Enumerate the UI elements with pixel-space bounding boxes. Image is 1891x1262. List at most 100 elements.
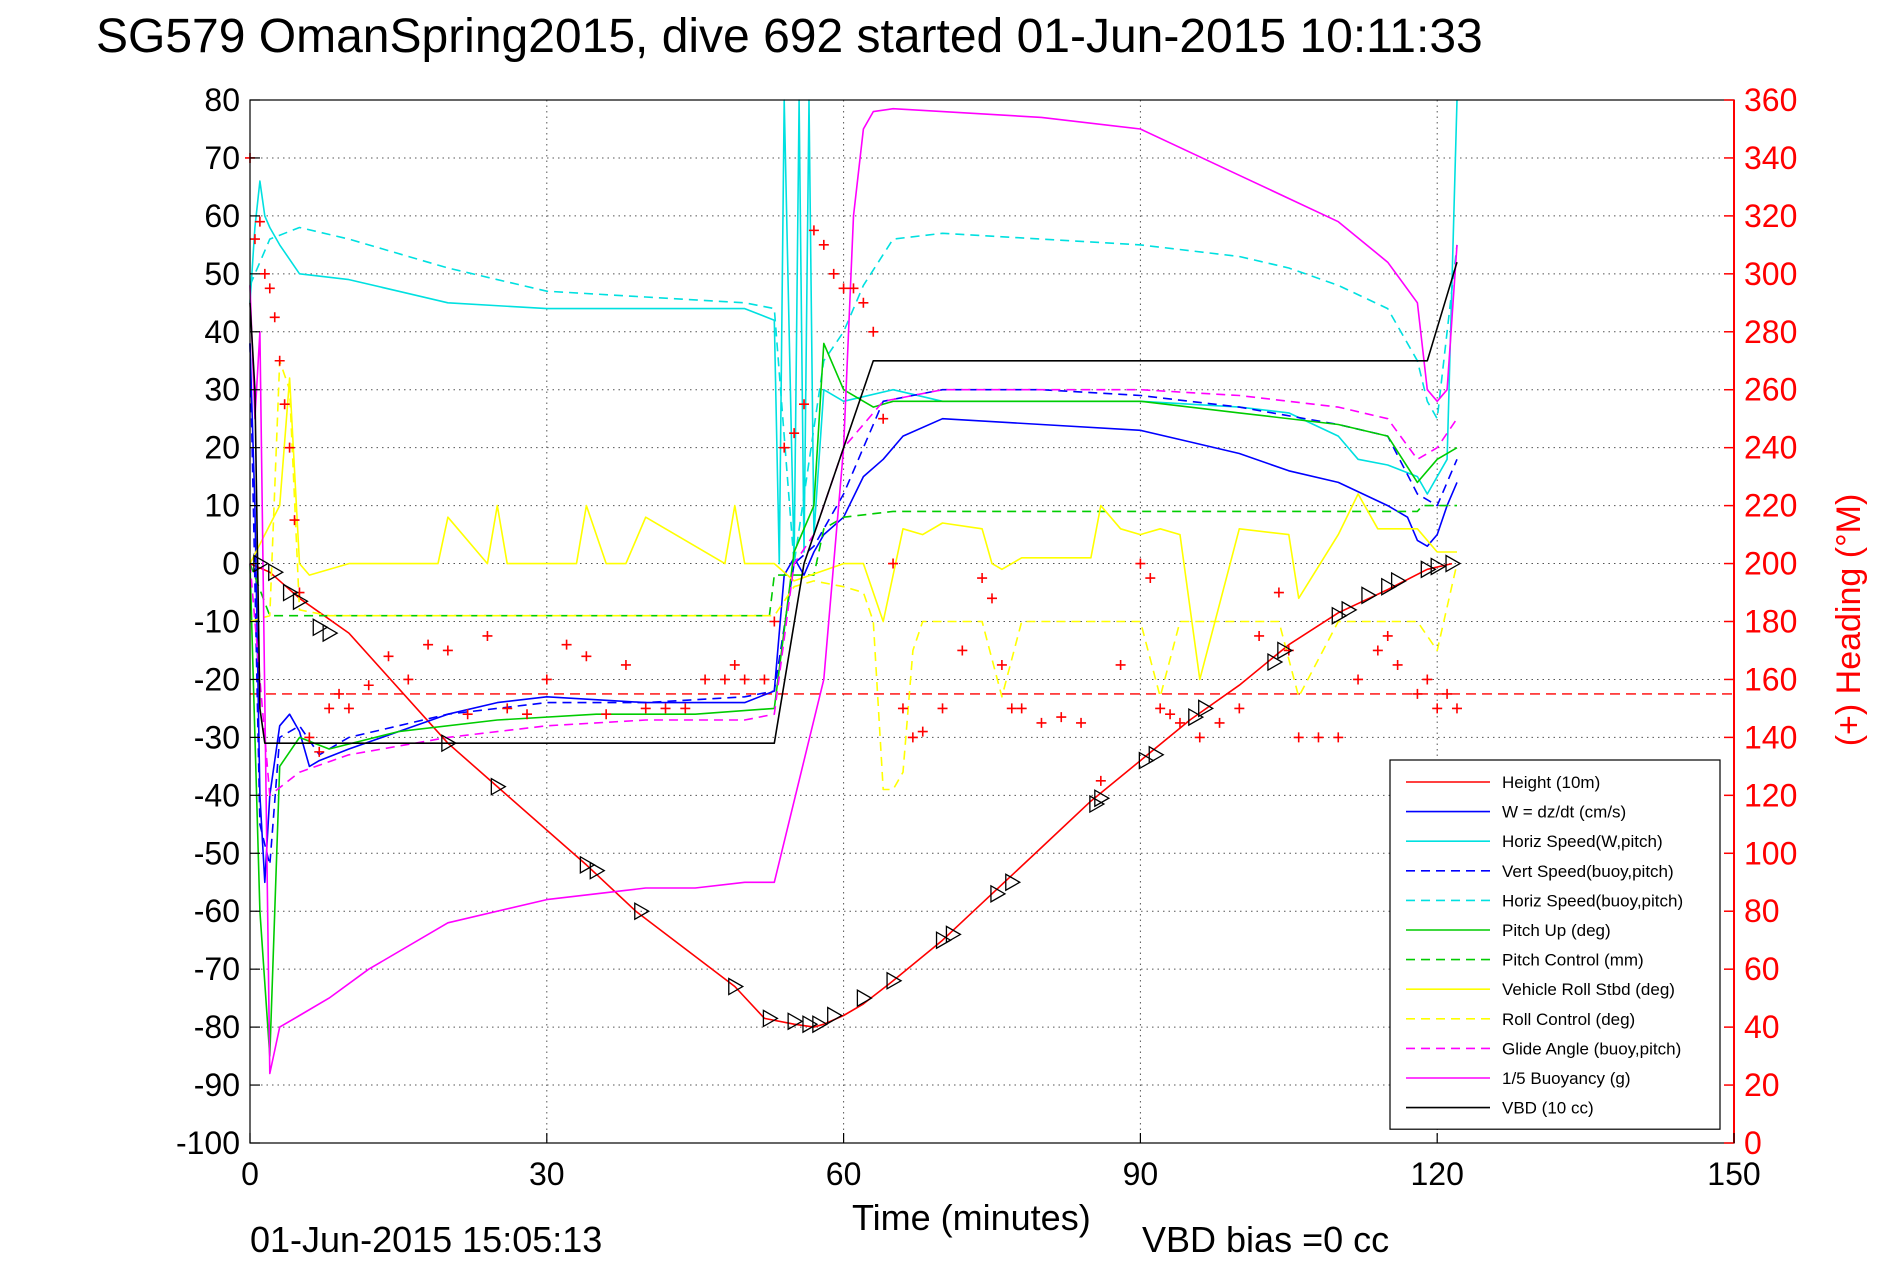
y-tick-label: -100	[176, 1125, 240, 1161]
heading-point	[1016, 703, 1027, 714]
y-tick-label: -70	[194, 951, 240, 987]
depth-marker	[1420, 560, 1437, 579]
legend-label: Pitch Control (mm)	[1502, 951, 1644, 970]
heading-point	[1234, 703, 1245, 714]
heading-point	[917, 726, 928, 737]
y-right-tick-label: 100	[1744, 835, 1797, 871]
depth-marker	[1148, 745, 1165, 764]
series-group	[249, 99, 1458, 1075]
heading-point	[314, 746, 325, 757]
heading-point	[1115, 659, 1126, 670]
heading-point	[799, 399, 810, 410]
heading-point	[462, 709, 473, 720]
heading-point	[264, 283, 275, 294]
heading-point	[1293, 732, 1304, 743]
y-right-tick-label: 0	[1744, 1125, 1762, 1161]
y-tick-label: 10	[204, 488, 240, 524]
depth-marker	[1094, 789, 1111, 808]
y-tick-label: 30	[204, 372, 240, 408]
depth-marker	[990, 884, 1007, 903]
legend-label: Height (10m)	[1502, 773, 1600, 792]
y-tick-label: -80	[194, 1009, 240, 1045]
y-right-tick-label: 120	[1744, 777, 1797, 813]
y-tick-label: 0	[222, 546, 240, 582]
y-right-tick-label: 80	[1744, 893, 1780, 929]
heading-point	[294, 587, 305, 598]
heading-point	[343, 703, 354, 714]
y-right-tick-label: 60	[1744, 951, 1780, 987]
depth-marker	[1277, 641, 1294, 660]
legend-label: 1/5 Buoyancy (g)	[1502, 1069, 1631, 1088]
heading-point	[996, 659, 1007, 670]
y-right-tick-label: 220	[1744, 488, 1797, 524]
heading-point	[1442, 688, 1453, 699]
depth-marker	[1005, 873, 1022, 892]
heading-point	[1174, 717, 1185, 728]
heading-point	[828, 268, 839, 279]
depth-marker	[762, 1009, 779, 1028]
depth-marker	[1267, 652, 1284, 672]
y-right-tick-label: 360	[1744, 82, 1797, 118]
right-axis-label: (+) Heading (°M)	[1830, 494, 1868, 747]
depth-marker	[945, 925, 962, 944]
heading-point	[1333, 732, 1344, 743]
legend-box	[1389, 759, 1721, 1130]
series-horiz-speed-buoy-pitch	[249, 226, 1458, 565]
axis-ticks: 80706050403020100-10-20-30-40-50-60-70-8…	[176, 82, 1797, 1192]
y-right-tick-label: 300	[1744, 256, 1797, 292]
depth-marker	[856, 989, 873, 1008]
heading-point	[601, 709, 612, 720]
heading-point	[1412, 688, 1423, 699]
heading-point	[818, 239, 829, 250]
heading-point	[640, 703, 651, 714]
depth-marker	[579, 855, 596, 874]
legend-label: Roll Control (deg)	[1502, 1010, 1635, 1029]
legend-label: Horiz Speed(buoy,pitch)	[1502, 891, 1683, 910]
y-tick-label: -30	[194, 719, 240, 755]
heading-point	[279, 399, 290, 410]
y-right-tick-label: 280	[1744, 314, 1797, 350]
heading-point	[1422, 674, 1433, 685]
y-tick-label: -90	[194, 1067, 240, 1103]
heading-point	[838, 283, 849, 294]
y-tick-label: 60	[204, 198, 240, 234]
heading-point	[269, 312, 280, 323]
heading-point	[541, 674, 552, 685]
heading-point	[660, 703, 671, 714]
y-tick-label: -40	[194, 777, 240, 813]
legend-label: Glide Angle (buoy,pitch)	[1502, 1039, 1681, 1058]
heading-point	[442, 645, 453, 656]
x-tick-label: 30	[529, 1156, 565, 1192]
heading-markers	[245, 152, 1462, 786]
heading-point	[888, 558, 899, 569]
heading-point	[1155, 703, 1166, 714]
heading-point	[1056, 712, 1067, 723]
heading-point	[561, 639, 572, 650]
depth-marker	[1390, 571, 1407, 591]
y-right-tick-label: 320	[1744, 198, 1797, 234]
heading-point	[1313, 732, 1324, 743]
y-right-tick-label: 240	[1744, 430, 1797, 466]
depth-marker	[1430, 557, 1447, 576]
heading-point	[502, 703, 513, 714]
x-axis-label: Time (minutes)	[852, 1197, 1091, 1238]
heading-point	[878, 413, 889, 424]
y-tick-label: 70	[204, 140, 240, 176]
depth-marker	[827, 1006, 844, 1025]
depth-marker	[441, 734, 458, 753]
y-right-tick-label: 20	[1744, 1067, 1780, 1103]
y-tick-label: 80	[204, 82, 240, 118]
heading-point	[779, 442, 790, 453]
legend-label: Vert Speed(buoy,pitch)	[1502, 862, 1674, 881]
heading-point	[581, 651, 592, 662]
y-right-tick-label: 160	[1744, 661, 1797, 697]
series-horiz-speed-w-pitch	[249, 99, 1458, 565]
y-right-tick-label: 40	[1744, 1009, 1780, 1045]
depth-marker	[1188, 707, 1205, 727]
legend-label: Horiz Speed(W,pitch)	[1502, 832, 1663, 851]
y-tick-label: 40	[204, 314, 240, 350]
heading-point	[868, 326, 879, 337]
y-tick-label: -10	[194, 604, 240, 640]
heading-point	[1451, 703, 1462, 714]
chart-title: SG579 OmanSpring2015, dive 692 started 0…	[96, 10, 1483, 63]
